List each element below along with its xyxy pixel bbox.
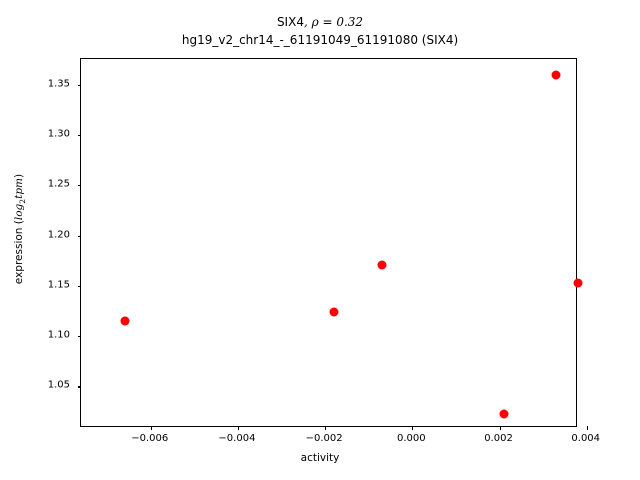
x-axis-tick-mark xyxy=(586,426,588,430)
scatter-point xyxy=(377,260,387,270)
chart-title-line-2: hg19_v2_chr14_-_61191049_61191080 (SIX4) xyxy=(181,33,459,47)
x-axis-tick-label: 0.004 xyxy=(571,433,601,444)
chart-title: SIX4, ρ = 0.32 hg19_v2_chr14_-_61191049_… xyxy=(0,13,640,49)
x-axis-tick-label: 0.000 xyxy=(397,433,426,444)
chart-title-line-1: SIX4, ρ = 0.32 xyxy=(0,13,640,31)
x-axis-tick-mark xyxy=(237,426,240,430)
x-axis-tick-label: −0.006 xyxy=(131,433,169,444)
gene-name: SIX4 xyxy=(276,15,304,29)
scatter-point xyxy=(573,278,583,288)
y-axis-label-math: log2tpm xyxy=(12,178,28,221)
y-axis-tick-label: 1.15 xyxy=(47,279,70,291)
scatter-point xyxy=(551,70,561,80)
y-axis-label-prefix: expression ( xyxy=(12,220,25,285)
y-axis-tick-mark xyxy=(77,386,81,388)
y-axis-tick-mark xyxy=(77,336,81,338)
x-axis-tick-mark xyxy=(412,426,414,430)
y-axis-label-suffix: ) xyxy=(12,173,25,178)
log-base: log xyxy=(12,203,25,221)
scatter-point xyxy=(120,316,130,326)
y-axis-tick-mark xyxy=(77,285,81,287)
y-axis-tick-label: 1.20 xyxy=(47,229,70,241)
y-axis-tick-mark xyxy=(77,134,81,137)
scatter-point xyxy=(499,409,509,419)
y-axis-tick-label: 1.30 xyxy=(47,128,70,140)
x-axis-tick-mark xyxy=(325,426,327,430)
y-axis-tick-mark xyxy=(77,185,81,187)
plot-axes xyxy=(77,58,588,430)
log-subscript: 2 xyxy=(18,198,28,204)
x-axis-tick-mark xyxy=(150,426,152,430)
y-axis-tick-mark xyxy=(77,84,81,86)
y-axis-tick-label: 1.10 xyxy=(47,329,70,341)
x-axis-tick-label: −0.002 xyxy=(305,433,343,444)
y-axis-tick-label: 1.25 xyxy=(47,178,70,190)
x-axis-tick-mark xyxy=(499,426,501,430)
log-unit: tpm xyxy=(12,178,25,199)
rho-statistic: , ρ = 0.32 xyxy=(303,15,364,29)
x-axis-tick-label: 0.002 xyxy=(484,433,513,444)
y-axis-label: expression (log2tpm) xyxy=(13,129,27,329)
y-axis-tick-mark xyxy=(77,235,81,237)
x-axis-tick-label: −0.004 xyxy=(218,433,256,444)
scatter-point xyxy=(329,307,339,317)
x-axis-label: activity xyxy=(300,452,340,464)
y-axis-tick-label: 1.05 xyxy=(47,379,70,391)
y-axis-tick-label: 1.35 xyxy=(47,78,70,90)
